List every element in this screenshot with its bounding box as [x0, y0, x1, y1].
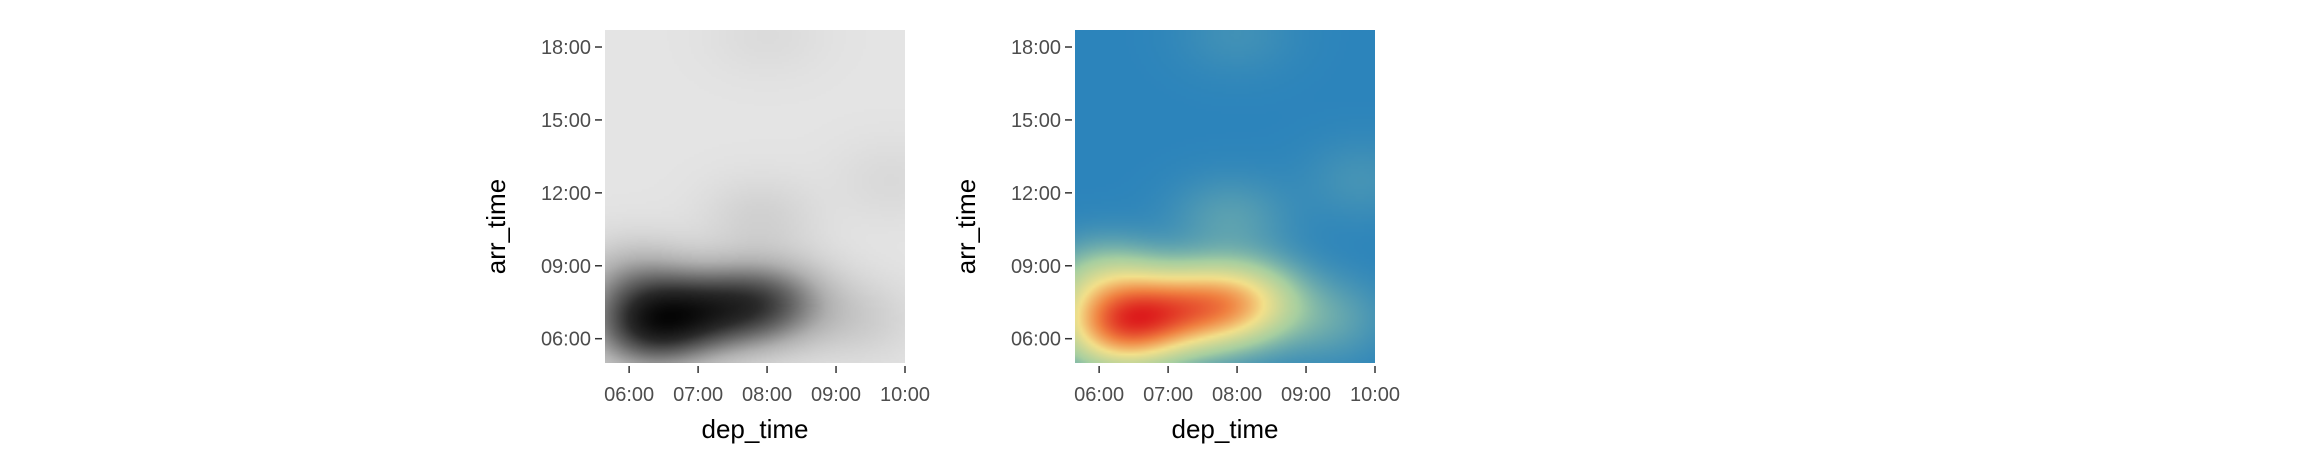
x-tick-label: 07:00 [1143, 384, 1193, 406]
x-tick-label: 06:00 [1074, 384, 1124, 406]
y-tick-label: 06:00 [541, 329, 591, 351]
y-axis-title: arr_time [481, 179, 511, 274]
y-tick-label: 15:00 [1011, 110, 1061, 132]
y-axis-title: arr_time [951, 179, 981, 274]
y-tick-label: 12:00 [1011, 183, 1061, 205]
x-tick-label: 08:00 [1212, 384, 1262, 406]
y-tick-label: 09:00 [1011, 256, 1061, 278]
density-raster [1075, 30, 1375, 363]
x-axis-title: dep_time [702, 414, 809, 444]
y-tick-label: 09:00 [541, 256, 591, 278]
y-tick-label: 12:00 [541, 183, 591, 205]
x-tick-label: 09:00 [811, 384, 861, 406]
heatmap-panel-2: 06:00 09:00 12:00 15:00 18:00 06:00 07:00 08:00… [951, 30, 1400, 444]
x-tick-label: 08:00 [742, 384, 792, 406]
x-tick-label: 06:00 [604, 384, 654, 406]
x-tick-label: 10:00 [880, 384, 930, 406]
x-tick-label: 10:00 [1350, 384, 1400, 406]
y-tick-label: 18:00 [1011, 37, 1061, 59]
y-tick-label: 06:00 [1011, 329, 1061, 351]
y-tick-label: 15:00 [541, 110, 591, 132]
density-raster [605, 30, 905, 363]
heatmap-panel-1: 06:00 09:00 12:00 15:00 18:00 06:00 07:00 08:00… [481, 30, 930, 444]
x-tick-label: 09:00 [1281, 384, 1331, 406]
x-tick-label: 07:00 [673, 384, 723, 406]
x-axis-title: dep_time [1172, 414, 1279, 444]
y-tick-label: 18:00 [541, 37, 591, 59]
